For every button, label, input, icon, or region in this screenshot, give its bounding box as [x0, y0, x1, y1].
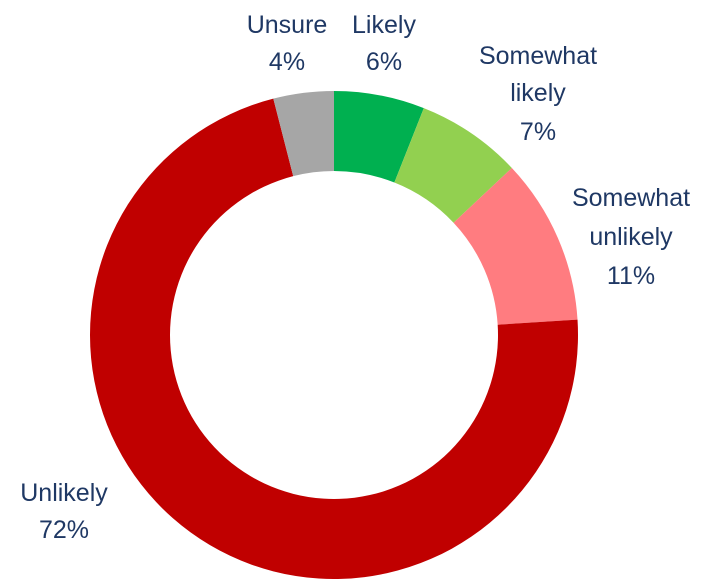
slice-labels: Likely 6% Somewhat likely 7% Somewhat unlikely…	[20, 11, 690, 544]
slice-name-label: likely	[510, 79, 566, 107]
label-somewhat-likely: Somewhat likely 7%	[479, 42, 597, 146]
slice-value-label: 72%	[39, 516, 89, 544]
slice-name-label: Unlikely	[20, 479, 108, 507]
slice-value-label: 6%	[366, 48, 402, 76]
slice-name-label: unlikely	[589, 223, 673, 251]
slice-name-label: Unsure	[247, 11, 328, 39]
slice-likely	[334, 91, 424, 183]
slice-value-label: 7%	[520, 118, 556, 146]
label-unlikely: Unlikely 72%	[20, 479, 108, 544]
slice-somewhat-unlikely	[453, 167, 578, 325]
slice-unlikely	[89, 98, 579, 579]
label-unsure: Unsure 4%	[247, 11, 328, 76]
slice-value-label: 11%	[607, 262, 655, 290]
slice-name-label: Somewhat	[479, 42, 597, 70]
slice-name-label: Likely	[352, 11, 416, 39]
donut-slices	[89, 91, 579, 579]
slice-unsure	[273, 91, 334, 177]
label-likely: Likely 6%	[352, 11, 416, 76]
label-somewhat-unlikely: Somewhat unlikely 11%	[572, 184, 690, 290]
slice-somewhat-likely	[394, 108, 512, 223]
slice-name-label: Somewhat	[572, 184, 690, 212]
slice-value-label: 4%	[269, 48, 305, 76]
